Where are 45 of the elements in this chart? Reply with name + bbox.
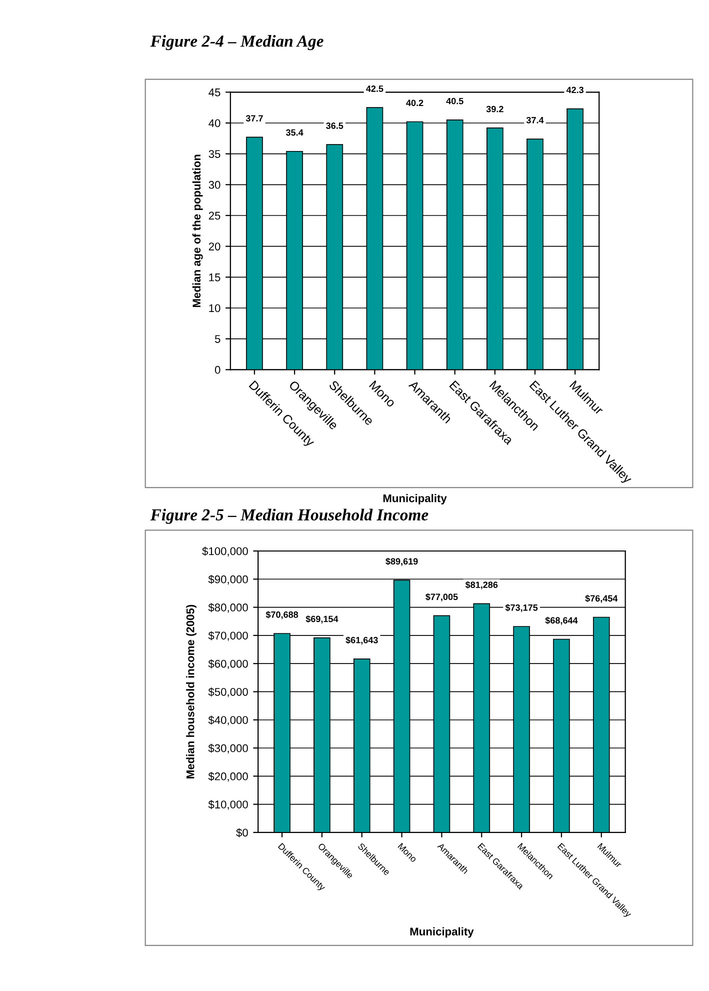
- y-axis-title: Median household income (2005): [186, 604, 196, 778]
- data-label: 36.5: [326, 122, 344, 129]
- y-tick-label: 10: [209, 304, 220, 312]
- data-label: $89,619: [386, 558, 418, 566]
- y-tick-label: $30,000: [208, 744, 248, 754]
- y-tick-label: $40,000: [208, 716, 248, 726]
- y-tick-label: 45: [208, 88, 220, 96]
- data-label: $73,175: [505, 604, 538, 612]
- y-tick-label: 40: [208, 119, 220, 128]
- y-tick-label: $60,000: [208, 659, 248, 670]
- chart-title: Figure 2-5 – Median Household Income: [150, 508, 428, 524]
- y-tick-label: 5: [214, 335, 220, 343]
- chart-title: Figure 2-4 – Median Age: [150, 35, 324, 50]
- data-label: 40.2: [406, 100, 424, 106]
- y-tick-label: $0: [236, 828, 248, 838]
- y-tick-label: $10,000: [208, 800, 248, 810]
- data-label: 42.5: [366, 86, 384, 92]
- data-label: $77,005: [426, 593, 458, 602]
- y-tick-label: 0: [214, 366, 220, 374]
- data-label: 37.4: [526, 116, 544, 124]
- data-label: 42.3: [566, 86, 584, 94]
- data-label: 40.5: [446, 98, 464, 104]
- y-tick-label: 25: [208, 212, 220, 220]
- data-label: $68,644: [545, 616, 578, 625]
- y-tick-label: 30: [208, 180, 220, 189]
- data-label: $69,154: [306, 615, 338, 624]
- y-tick-label: 35: [208, 150, 220, 158]
- x-axis-title: Municipality: [383, 494, 447, 504]
- y-tick-label: $90,000: [208, 574, 248, 585]
- data-label: $70,688: [266, 611, 298, 620]
- x-axis-title: Municipality: [410, 927, 474, 938]
- y-tick-label: $70,000: [208, 631, 248, 641]
- y-tick-label: 15: [209, 274, 220, 282]
- y-tick-label: $50,000: [208, 688, 248, 698]
- y-tick-label: $100,000: [202, 546, 248, 556]
- y-axis-title: Median age of the population: [192, 154, 203, 308]
- data-label: $61,643: [346, 636, 378, 645]
- y-tick-label: $80,000: [208, 603, 248, 613]
- data-label: 35.4: [286, 129, 304, 136]
- data-label: 37.7: [246, 115, 263, 122]
- data-label: $76,454: [585, 594, 618, 603]
- y-tick-label: $20,000: [208, 772, 248, 782]
- data-label: 39.2: [486, 106, 504, 112]
- data-label: $81,286: [465, 581, 498, 590]
- y-tick-label: 20: [208, 242, 220, 250]
